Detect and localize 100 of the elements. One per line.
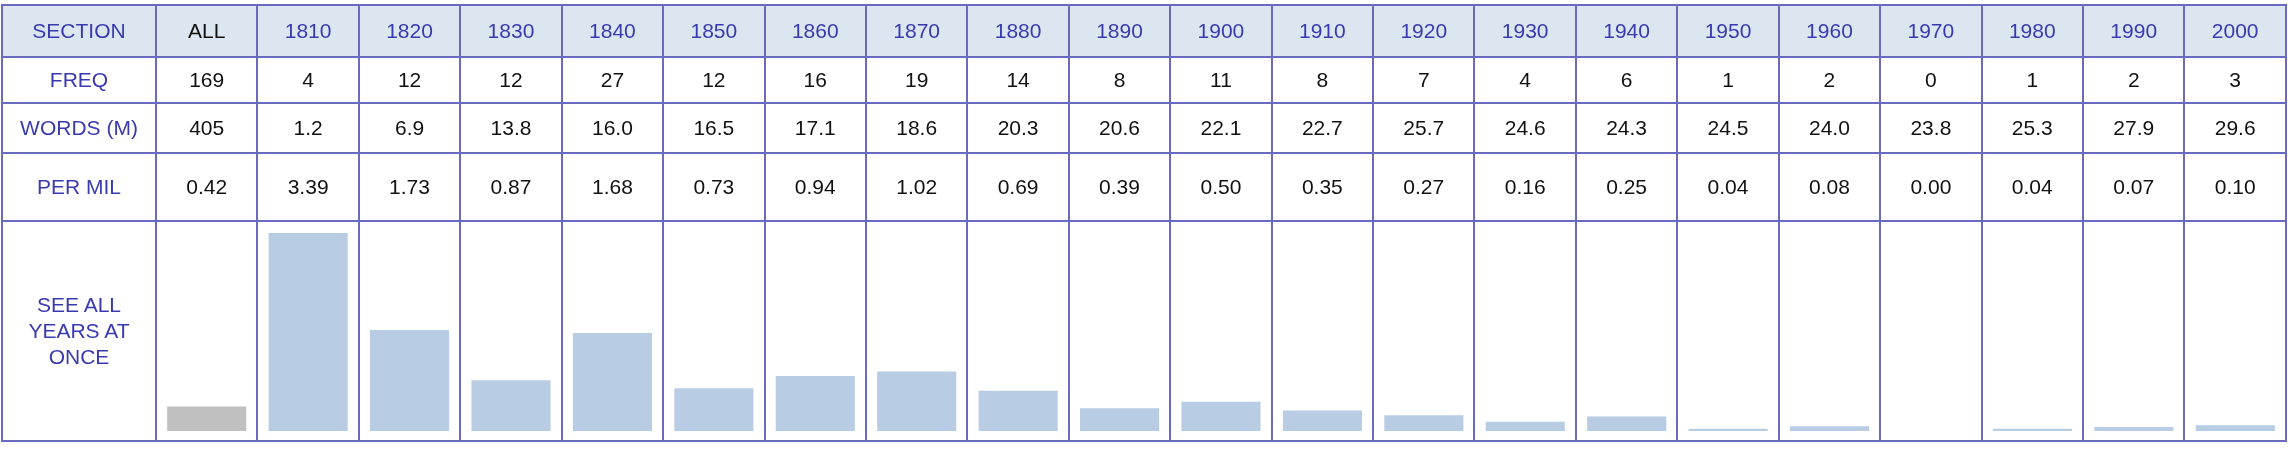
text: 20.3 (967, 103, 1069, 153)
text: FREQ (2, 57, 156, 103)
data-label: 0.10 (2184, 153, 2286, 221)
text: 14 (967, 57, 1069, 103)
x-tick-label: 1940 (1575, 5, 1678, 57)
data-label: 0.04 (1981, 153, 2084, 221)
data-label: 0.50 (1170, 153, 1272, 221)
text: 13.8 (460, 103, 562, 153)
x-tick-label: 1810 (257, 5, 359, 57)
text: 12 (663, 57, 765, 103)
text: 19 (865, 57, 968, 103)
data-label: 1.02 (865, 153, 968, 221)
data-label: 1.68 (561, 153, 664, 221)
text: 25.3 (1981, 103, 2084, 153)
data-label: 0.00 (1880, 153, 1982, 221)
text: 11 (1170, 57, 1272, 103)
x-axis-title: SECTION (2, 5, 156, 57)
x-tick-label: 1870 (865, 5, 968, 57)
text: 1 (1677, 57, 1779, 103)
text: 1 (1981, 57, 2084, 103)
text: 2 (1778, 57, 1881, 103)
x-tick-label: 1950 (1677, 5, 1779, 57)
y-axis-title: SEE ALL YEARS AT ONCE (2, 221, 156, 441)
text: 24.6 (1474, 103, 1576, 153)
text: 0 (1880, 57, 1982, 103)
text: 12 (460, 57, 562, 103)
text: WORDS (M) (2, 103, 156, 153)
text: 6.9 (358, 103, 461, 153)
data-label: 0.69 (967, 153, 1069, 221)
bar (978, 390, 1058, 431)
text: 16.5 (663, 103, 765, 153)
data-label: 0.27 (1373, 153, 1475, 221)
x-tick-label: 1920 (1373, 5, 1475, 57)
data-label: 0.87 (460, 153, 562, 221)
bar (1587, 416, 1667, 431)
text: 3 (2184, 57, 2286, 103)
bar (1181, 401, 1261, 431)
bar (471, 380, 551, 431)
text: 24.3 (1575, 103, 1678, 153)
x-tick-label: 1910 (1271, 5, 1374, 57)
text: 8 (1271, 57, 1374, 103)
data-label: 0.04 (1677, 153, 1779, 221)
text: 27.9 (2083, 103, 2185, 153)
data-label: 0.39 (1068, 153, 1171, 221)
x-tick-label: ALL (156, 5, 258, 57)
bar (1080, 408, 1160, 431)
x-tick-label: 1850 (663, 5, 765, 57)
x-tick-label: 1990 (2083, 5, 2185, 57)
bar (1790, 426, 1870, 431)
data-label: 0.25 (1575, 153, 1678, 221)
bar (877, 371, 957, 431)
x-tick-label: 1860 (764, 5, 866, 57)
text: 25.7 (1373, 103, 1475, 153)
text: 24.5 (1677, 103, 1779, 153)
x-tick-label: 2000 (2184, 5, 2286, 57)
data-label: 3.39 (257, 153, 359, 221)
data-label: 0.16 (1474, 153, 1576, 221)
bar (1384, 415, 1464, 431)
data-label: 1.73 (358, 153, 461, 221)
bar (167, 406, 247, 431)
data-label: 0.07 (2083, 153, 2185, 221)
x-tick-label: 1930 (1474, 5, 1576, 57)
bar (2094, 426, 2174, 431)
data-label: 0.73 (663, 153, 765, 221)
bar (370, 329, 450, 431)
bar (268, 233, 348, 431)
x-tick-label: 1900 (1170, 5, 1272, 57)
text: 16.0 (561, 103, 664, 153)
text: 1.2 (257, 103, 359, 153)
x-tick-label: 1880 (967, 5, 1069, 57)
x-tick-label: 1970 (1880, 5, 1982, 57)
x-tick-label: 1960 (1778, 5, 1881, 57)
bar (2195, 425, 2275, 431)
data-label: 0.08 (1778, 153, 1881, 221)
data-label: 0.94 (764, 153, 866, 221)
bar (572, 332, 652, 431)
x-tick-label: 1840 (561, 5, 664, 57)
text: 6 (1575, 57, 1678, 103)
data-label: 0.35 (1271, 153, 1374, 221)
text: 12 (358, 57, 461, 103)
bar (775, 376, 855, 431)
text: 29.6 (2184, 103, 2286, 153)
x-tick-label: 1820 (358, 5, 461, 57)
text: 22.1 (1170, 103, 1272, 153)
text: PER MIL (2, 153, 156, 221)
text: 4 (257, 57, 359, 103)
text: 7 (1373, 57, 1475, 103)
text: 16 (764, 57, 866, 103)
bar (1485, 421, 1565, 431)
text: 4 (1474, 57, 1576, 103)
text: 27 (561, 57, 664, 103)
text: 17.1 (764, 103, 866, 153)
data-label: 0.42 (156, 153, 258, 221)
x-tick-label: 1890 (1068, 5, 1171, 57)
text: 8 (1068, 57, 1171, 103)
text: 22.7 (1271, 103, 1374, 153)
text: 23.8 (1880, 103, 1982, 153)
x-tick-label: 1830 (460, 5, 562, 57)
text: 2 (2083, 57, 2185, 103)
text: 169 (156, 57, 258, 103)
